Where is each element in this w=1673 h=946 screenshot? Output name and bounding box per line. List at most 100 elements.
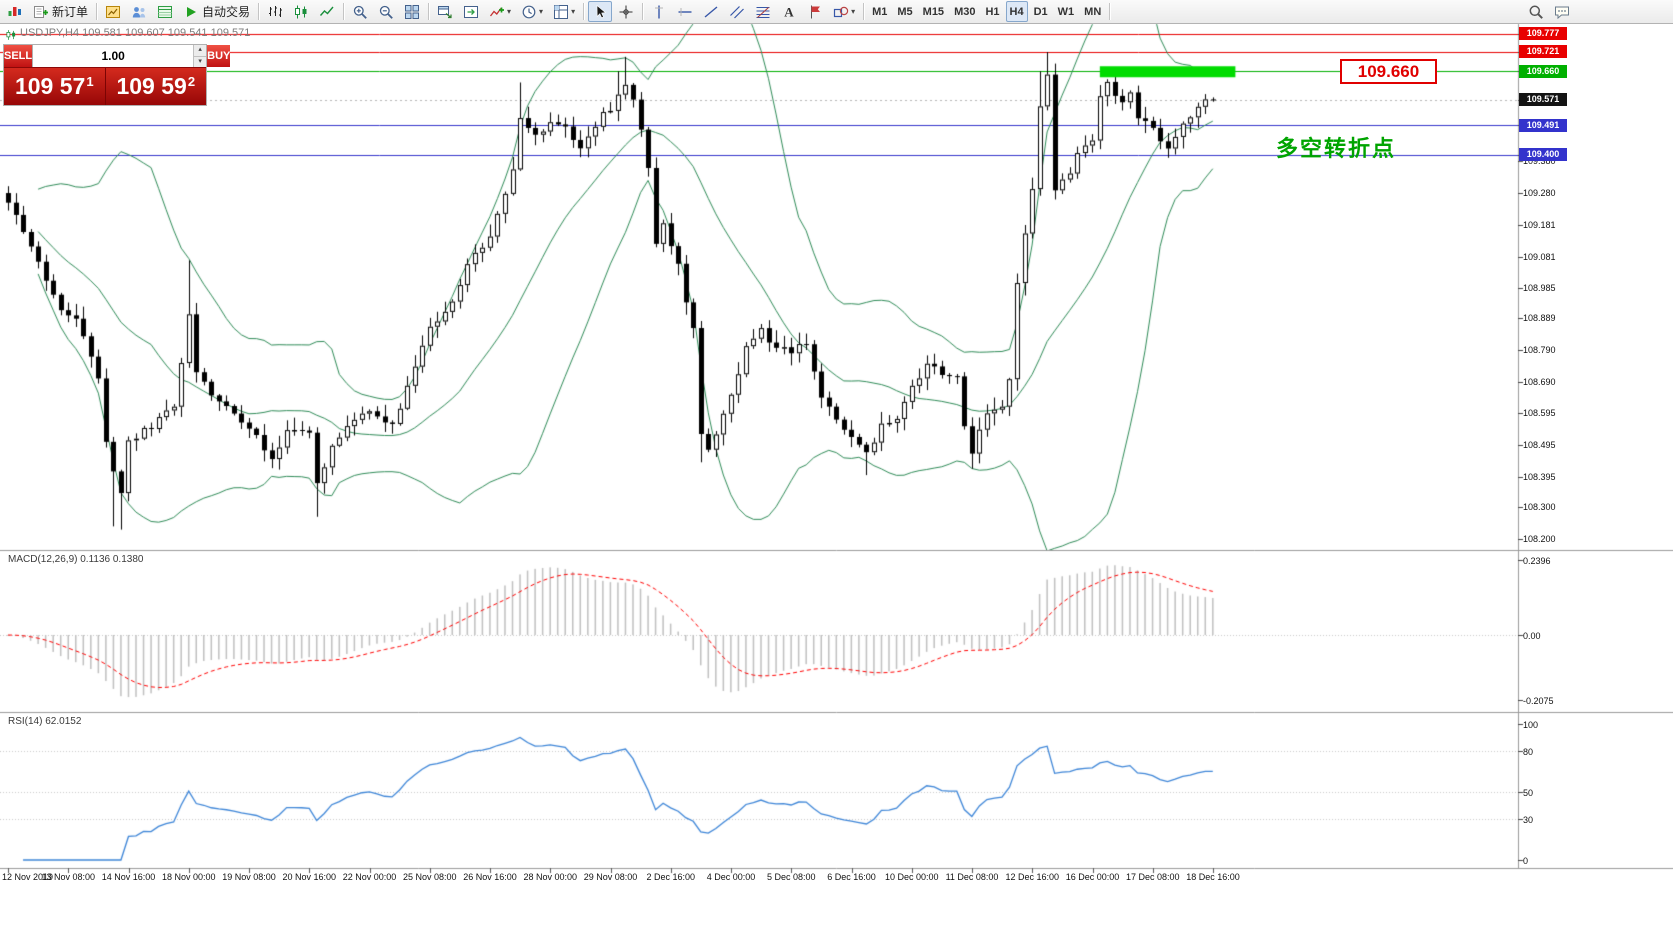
trendline-icon <box>703 4 719 20</box>
toolbar: 新订单 自动交易 ▾ ▾ ▾ A ▾ M1 M5 M15 M30 H1 H4 D1 W1 MN <box>0 0 1673 24</box>
button-label: H4 <box>1009 5 1024 18</box>
toolbar-group: A ▾ <box>646 1 860 22</box>
toolbar-group <box>262 1 340 22</box>
data-window-icon <box>157 4 173 20</box>
vline-icon <box>651 4 667 20</box>
crosshair-icon <box>618 4 634 20</box>
shift-icon <box>463 4 479 20</box>
timeframe-m5[interactable]: M5 <box>893 1 916 22</box>
toolbar-separator <box>343 3 345 20</box>
timeframe-h1[interactable]: H1 <box>981 1 1003 22</box>
logo-icon <box>7 4 23 20</box>
toolbar-separator <box>863 3 865 20</box>
dropdown-arrow-icon: ▾ <box>507 7 512 16</box>
cursor-button[interactable] <box>588 1 613 22</box>
shapes-icon <box>833 4 849 20</box>
arrange-icon <box>437 4 453 20</box>
toolbar-separator <box>258 3 260 20</box>
crosshair-button[interactable] <box>614 1 638 22</box>
button-label: M5 <box>897 5 913 18</box>
button-label: H1 <box>985 5 1000 18</box>
zoom-in-button[interactable] <box>348 1 372 22</box>
fibonacci-icon <box>755 4 771 20</box>
toolbar-separator <box>96 3 98 20</box>
chart-shift-button[interactable] <box>459 1 483 22</box>
quick-message-button[interactable] <box>1550 1 1574 22</box>
profiles-icon <box>131 4 147 20</box>
timeframe-h4[interactable]: H4 <box>1005 1 1028 22</box>
button-label: MN <box>1084 5 1102 18</box>
periods-button[interactable]: ▾ <box>517 1 547 22</box>
profiles-button[interactable] <box>127 1 151 22</box>
line-icon <box>319 4 335 20</box>
horizontal-line-button[interactable] <box>673 1 697 22</box>
vertical-line-button[interactable] <box>647 1 671 22</box>
button-label: M30 <box>954 5 976 18</box>
toolbar-separator <box>1109 3 1111 20</box>
button-label: D1 <box>1033 5 1048 18</box>
tile-windows-button[interactable] <box>400 1 424 22</box>
zoom-out-button[interactable] <box>374 1 398 22</box>
trendline-button[interactable] <box>699 1 723 22</box>
zoom-in-icon <box>352 4 368 20</box>
zoom-out-icon <box>378 4 394 20</box>
auto-arrange-button[interactable] <box>433 1 457 22</box>
indicators-icon <box>489 4 505 20</box>
timeframe-w1[interactable]: W1 <box>1054 1 1079 22</box>
search-icon <box>1528 4 1544 20</box>
arrow-tool-button[interactable] <box>803 1 827 22</box>
hline-icon <box>677 4 693 20</box>
chart-window-icon <box>105 4 121 20</box>
new-order-button[interactable]: 新订单 <box>29 1 92 22</box>
channel-icon <box>729 4 745 20</box>
template-icon <box>553 4 569 20</box>
charts-button[interactable] <box>101 1 125 22</box>
autotrading-button[interactable]: 自动交易 <box>179 1 254 22</box>
templates-button[interactable]: ▾ <box>549 1 579 22</box>
timeframe-group: M1 M5 M15 M30 H1 H4 D1 W1 MN <box>867 1 1106 22</box>
chat-icon <box>1554 4 1570 20</box>
svg-text:A: A <box>784 4 794 19</box>
dropdown-arrow-icon: ▾ <box>539 7 544 16</box>
toolbar-separator <box>642 3 644 20</box>
candles-icon <box>293 4 309 20</box>
toolbar-group: ▾ ▾ ▾ <box>432 1 580 22</box>
tile-icon <box>404 4 420 20</box>
arrow-flag-icon <box>807 4 823 20</box>
timeframe-m30[interactable]: M30 <box>950 1 979 22</box>
timeframe-m1[interactable]: M1 <box>868 1 891 22</box>
search-button[interactable] <box>1524 1 1548 22</box>
toolbar-group <box>347 1 425 22</box>
new-order-icon <box>33 4 49 20</box>
toolbar-group: 自动交易 <box>100 1 255 22</box>
text-label-button[interactable]: A <box>777 1 801 22</box>
text-icon: A <box>781 4 797 20</box>
indicators-button[interactable]: ▾ <box>485 1 515 22</box>
cursor-icon <box>592 4 608 20</box>
bars-icon <box>267 4 283 20</box>
toolbar-group <box>587 1 639 22</box>
toolbar-separator <box>583 3 585 20</box>
button-label: 自动交易 <box>202 5 251 19</box>
timeframe-m15[interactable]: M15 <box>919 1 948 22</box>
toolbar-group: 新订单 <box>2 1 93 22</box>
toolbar-separator <box>428 3 430 20</box>
app-logo <box>3 1 27 22</box>
timeframe-d1[interactable]: D1 <box>1030 1 1052 22</box>
button-label: M15 <box>922 5 945 18</box>
fibonacci-button[interactable] <box>751 1 775 22</box>
shapes-button[interactable]: ▾ <box>829 1 859 22</box>
button-label: W1 <box>1057 5 1075 18</box>
toolbar-right-group <box>1523 1 1575 22</box>
timeframe-mn[interactable]: MN <box>1080 1 1105 22</box>
candle-chart-button[interactable] <box>289 1 313 22</box>
data-window-button[interactable] <box>153 1 177 22</box>
line-chart-button[interactable] <box>315 1 339 22</box>
play-icon <box>183 4 199 20</box>
bar-chart-button[interactable] <box>263 1 287 22</box>
dropdown-arrow-icon: ▾ <box>571 7 576 16</box>
clock-icon <box>521 4 537 20</box>
channel-button[interactable] <box>725 1 749 22</box>
